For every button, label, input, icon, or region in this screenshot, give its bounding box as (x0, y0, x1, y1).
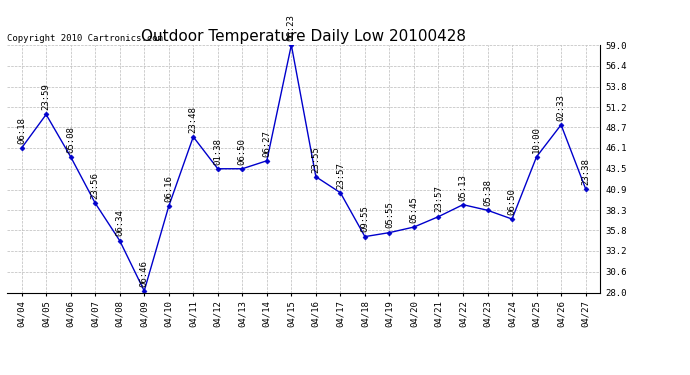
Text: 06:50: 06:50 (508, 188, 517, 215)
Text: 23:56: 23:56 (90, 172, 99, 199)
Text: 23:57: 23:57 (434, 186, 443, 213)
Text: 06:23: 06:23 (287, 14, 296, 41)
Text: 05:08: 05:08 (66, 126, 75, 153)
Text: 23:59: 23:59 (41, 83, 50, 110)
Text: 06:50: 06:50 (238, 138, 247, 165)
Text: 10:00: 10:00 (532, 126, 541, 153)
Text: 06:27: 06:27 (262, 130, 271, 157)
Text: 23:55: 23:55 (311, 146, 320, 172)
Text: 23:57: 23:57 (336, 162, 345, 189)
Text: 05:45: 05:45 (409, 196, 418, 223)
Text: 02:33: 02:33 (557, 94, 566, 121)
Text: 05:55: 05:55 (385, 202, 394, 228)
Text: 06:34: 06:34 (115, 210, 124, 237)
Text: 05:38: 05:38 (483, 179, 492, 206)
Text: 09:55: 09:55 (360, 206, 369, 232)
Text: 23:48: 23:48 (189, 106, 198, 133)
Text: 05:13: 05:13 (458, 174, 468, 201)
Title: Outdoor Temperature Daily Low 20100428: Outdoor Temperature Daily Low 20100428 (141, 29, 466, 44)
Text: Copyright 2010 Cartronics.com: Copyright 2010 Cartronics.com (7, 33, 163, 42)
Text: 06:46: 06:46 (139, 260, 149, 287)
Text: 06:16: 06:16 (164, 175, 173, 202)
Text: 23:38: 23:38 (581, 158, 590, 184)
Text: 06:18: 06:18 (17, 117, 26, 144)
Text: 01:38: 01:38 (213, 138, 222, 165)
